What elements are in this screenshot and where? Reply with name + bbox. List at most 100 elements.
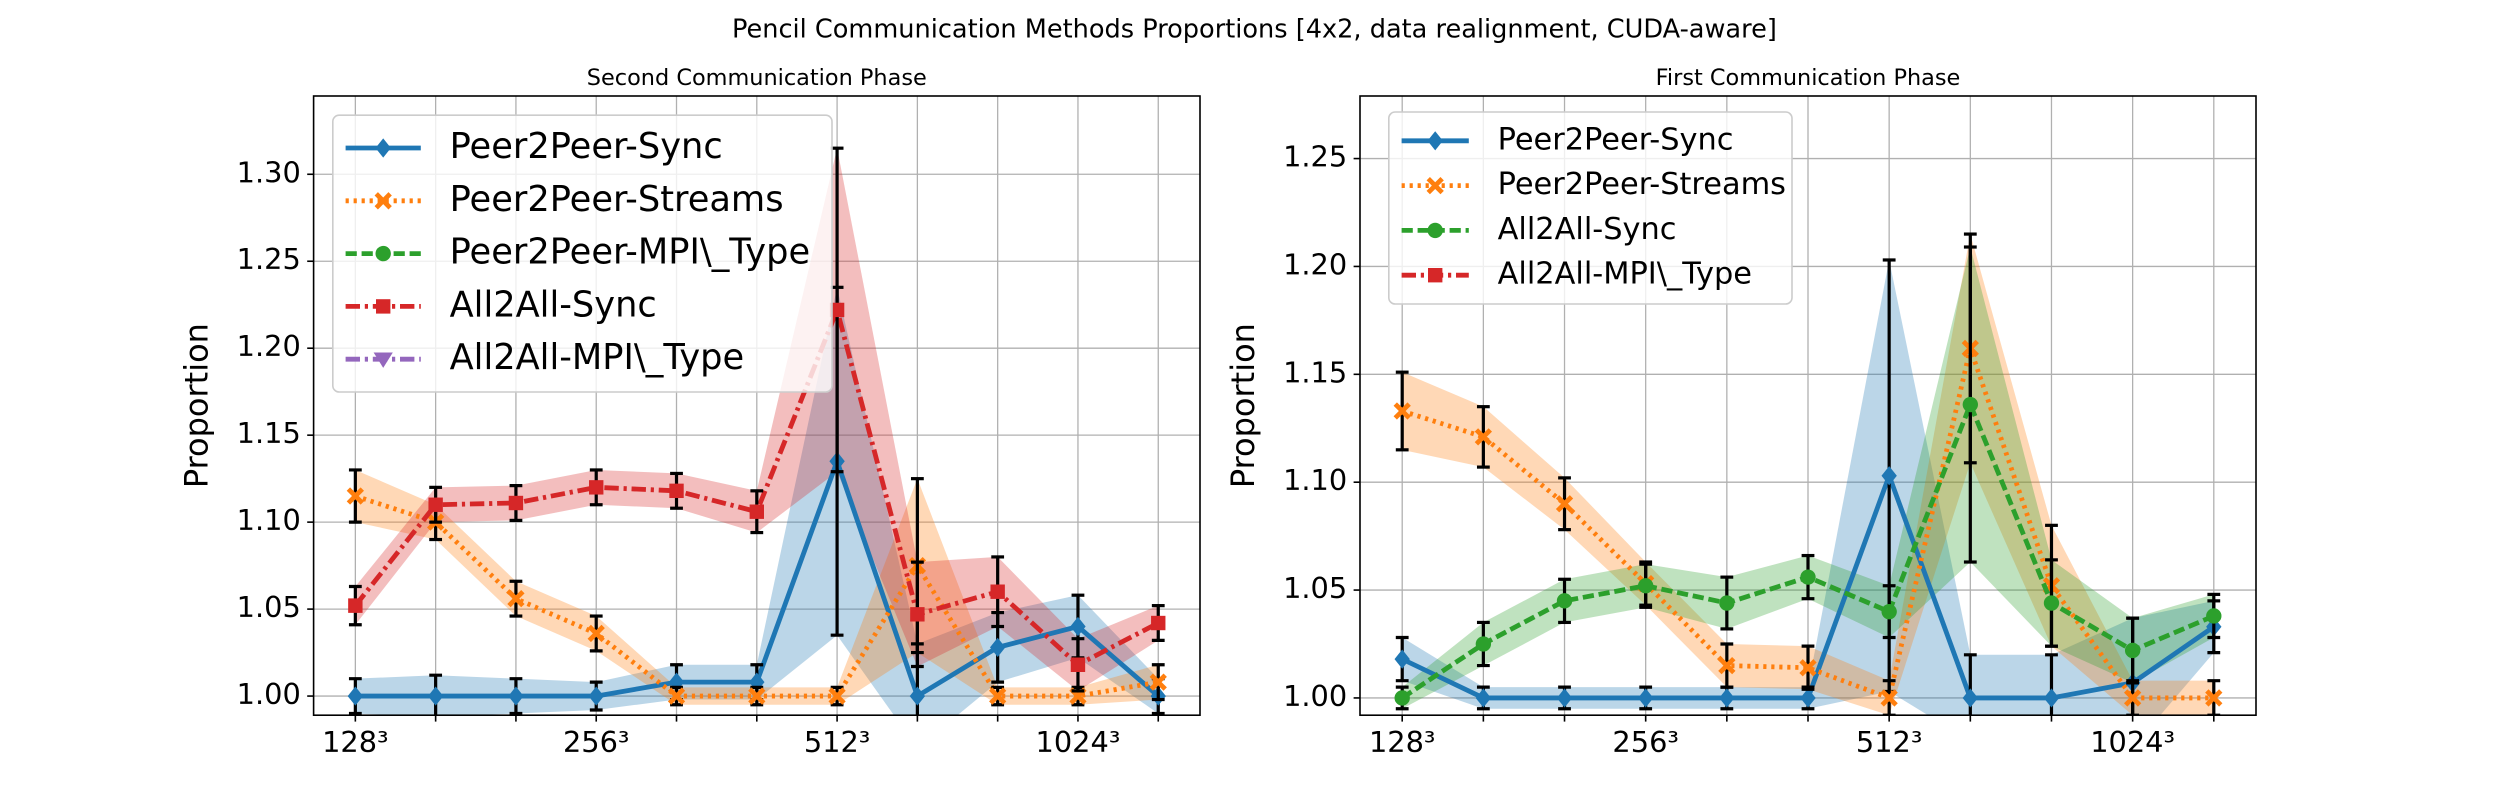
x-tick-label: 128³ bbox=[322, 725, 389, 759]
legend-marker bbox=[1427, 222, 1443, 239]
legend-label: Peer2Peer-Streams bbox=[1498, 167, 1786, 202]
marker bbox=[828, 687, 846, 705]
y-tick-label: 1.25 bbox=[1283, 140, 1347, 174]
plot-frame bbox=[312, 95, 1201, 716]
marker bbox=[1638, 688, 1654, 708]
axes-title: Second Communication Phase bbox=[587, 65, 927, 91]
legend-label: All2All-Sync bbox=[1498, 212, 1677, 247]
error-band bbox=[515, 581, 597, 651]
error-band bbox=[837, 287, 918, 716]
series-line bbox=[1401, 339, 2214, 702]
x-tick-label: 1024³ bbox=[1036, 725, 1121, 759]
error-band bbox=[1483, 579, 1565, 666]
y-tick-label: 1.10 bbox=[1283, 463, 1347, 497]
legend-label: Peer2Peer-MPI\_Type bbox=[450, 232, 811, 273]
error-band bbox=[1077, 605, 1159, 691]
marker bbox=[2123, 689, 2142, 707]
marker bbox=[1800, 688, 1816, 708]
error-band bbox=[355, 469, 436, 540]
marker bbox=[2124, 642, 2141, 659]
error-band bbox=[2051, 559, 2133, 683]
series-line bbox=[353, 302, 1160, 668]
marker bbox=[1393, 402, 1411, 420]
marker bbox=[1556, 593, 1573, 609]
y-tick-label: 1.20 bbox=[237, 329, 301, 363]
error-band bbox=[1726, 644, 1808, 690]
marker bbox=[2206, 608, 2222, 624]
marker bbox=[348, 598, 363, 613]
error-band bbox=[2051, 618, 2133, 716]
marker bbox=[1475, 636, 1492, 652]
y-tick-label: 1.05 bbox=[237, 590, 301, 624]
marker bbox=[346, 487, 364, 505]
legend-marker bbox=[375, 245, 391, 262]
marker bbox=[1149, 673, 1167, 691]
marker bbox=[1475, 688, 1492, 708]
error-band bbox=[997, 556, 1078, 691]
error-band bbox=[1889, 247, 1971, 638]
legend-label: All2All-MPI\_Type bbox=[450, 337, 745, 378]
marker bbox=[507, 590, 525, 608]
legend-label: Peer2Peer-Streams bbox=[450, 179, 784, 220]
y-tick-label: 1.15 bbox=[1283, 355, 1347, 389]
marker bbox=[1881, 466, 1897, 486]
marker bbox=[989, 687, 1007, 705]
legend-box bbox=[331, 114, 833, 393]
legend-label: All2All-MPI\_Type bbox=[1498, 257, 1752, 292]
legend-marker bbox=[374, 192, 392, 210]
legend-marker bbox=[373, 352, 393, 368]
legend-marker bbox=[376, 299, 391, 314]
marker bbox=[1719, 595, 1735, 611]
y-tick-label: 1.00 bbox=[1283, 679, 1347, 713]
legend-label: Peer2Peer-Sync bbox=[1498, 122, 1734, 157]
figure-title: Pencil Communication Methods Proportions… bbox=[732, 14, 1777, 44]
marker bbox=[1070, 657, 1086, 672]
error-band bbox=[2132, 594, 2214, 683]
legend-marker bbox=[1426, 176, 1444, 195]
marker bbox=[1638, 578, 1654, 594]
marker bbox=[1151, 615, 1166, 631]
marker bbox=[1394, 690, 1410, 706]
error-band bbox=[997, 687, 1078, 705]
y-tick-label: 1.30 bbox=[237, 155, 301, 189]
error-band bbox=[1808, 646, 1890, 716]
legend-label: Peer2Peer-Sync bbox=[450, 126, 723, 167]
plot-frame bbox=[1359, 95, 2257, 716]
marker bbox=[829, 302, 845, 318]
legend-box bbox=[1388, 111, 1793, 305]
error-band bbox=[1726, 555, 1808, 629]
y-tick-label: 1.25 bbox=[237, 242, 301, 276]
marker bbox=[1474, 428, 1493, 446]
x-tick-label: 1024³ bbox=[2090, 725, 2175, 759]
error-band bbox=[1889, 234, 1971, 716]
marker bbox=[2043, 595, 2060, 611]
error-band bbox=[1402, 372, 1484, 468]
marker bbox=[508, 495, 524, 511]
marker bbox=[2205, 689, 2223, 707]
y-tick-label: 1.05 bbox=[1283, 571, 1347, 605]
error-band bbox=[435, 504, 516, 617]
marker bbox=[990, 584, 1005, 599]
x-tick-label: 512³ bbox=[804, 725, 871, 759]
y-axis-label: Proportion bbox=[177, 323, 215, 488]
error-band bbox=[1564, 477, 1646, 606]
y-tick-label: 1.10 bbox=[237, 503, 301, 537]
marker bbox=[667, 687, 686, 705]
error-band bbox=[1402, 637, 1484, 709]
x-tick-label: 128³ bbox=[1369, 725, 1436, 759]
error-band bbox=[1970, 234, 2052, 647]
marker bbox=[910, 607, 925, 622]
error-band bbox=[1077, 664, 1159, 705]
marker bbox=[669, 483, 684, 499]
error-band bbox=[2132, 600, 2214, 716]
error-band bbox=[917, 478, 998, 705]
error-band bbox=[917, 612, 998, 716]
x-tick-label: 256³ bbox=[1612, 725, 1679, 759]
marker bbox=[1718, 656, 1736, 675]
y-tick-label: 1.15 bbox=[237, 416, 301, 450]
y-tick-label: 1.00 bbox=[237, 677, 301, 711]
marker bbox=[748, 687, 766, 705]
error-band bbox=[1889, 259, 1971, 716]
marker bbox=[749, 504, 764, 519]
